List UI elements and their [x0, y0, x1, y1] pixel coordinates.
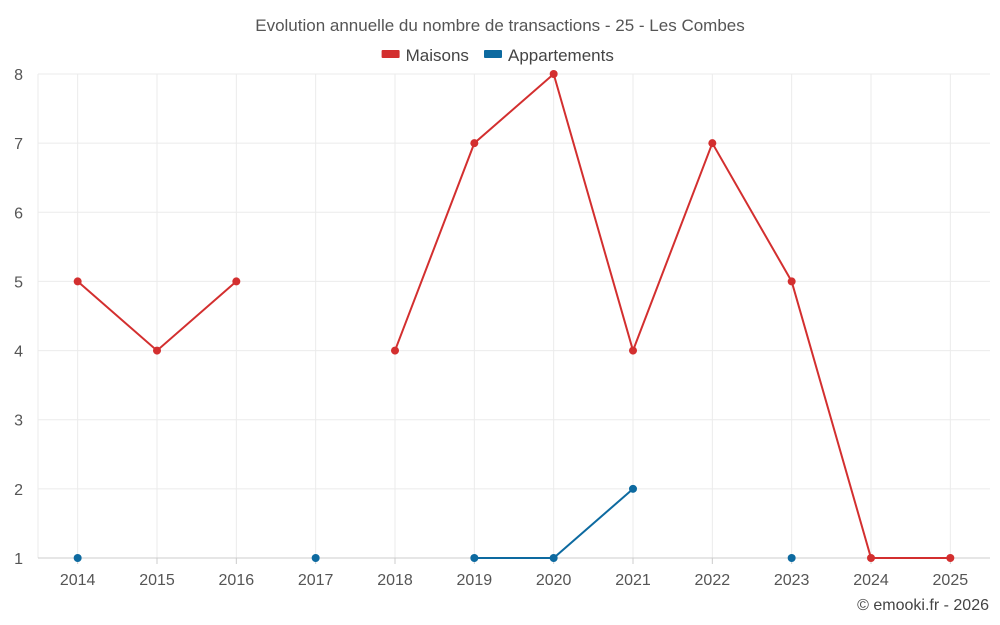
y-tick-label: 8: [14, 67, 23, 84]
legend-item-appartements[interactable]: Appartements: [484, 46, 614, 65]
data-point-maisons[interactable]: [153, 346, 161, 355]
y-tick-label: 4: [14, 344, 23, 361]
legend-swatch: [484, 50, 502, 58]
x-tick-label: 2024: [853, 572, 889, 589]
data-point-maisons[interactable]: [391, 346, 399, 355]
data-point-maisons[interactable]: [470, 139, 479, 148]
y-tick-label: 2: [14, 482, 23, 499]
legend-item-maisons[interactable]: Maisons: [381, 46, 469, 65]
data-point-appartements[interactable]: [470, 554, 479, 562]
x-tick-label: 2016: [219, 572, 255, 589]
data-point-maisons[interactable]: [787, 277, 796, 286]
legend-swatch: [381, 50, 400, 58]
x-tick-label: 2023: [774, 572, 810, 589]
data-point-appartements[interactable]: [73, 554, 82, 562]
chart-title: Evolution annuelle du nombre de transact…: [255, 16, 745, 35]
legend-label: Maisons: [406, 46, 469, 65]
x-tick-label: 2020: [536, 572, 572, 589]
y-tick-label: 6: [14, 205, 23, 222]
data-point-maisons[interactable]: [232, 277, 241, 286]
data-point-appartements[interactable]: [311, 554, 320, 562]
x-tick-label: 2015: [139, 572, 175, 589]
x-axis-ticks: 2014 2015 2016 2017 2018 2019 2020 2021 2022 2023…: [60, 558, 968, 589]
y-tick-label: 3: [14, 413, 23, 430]
y-tick-label: 7: [14, 136, 23, 153]
x-tick-label: 2014: [60, 572, 96, 589]
data-point-appartements[interactable]: [629, 484, 637, 493]
x-tick-label: 2018: [377, 572, 413, 589]
data-point-maisons[interactable]: [549, 70, 558, 78]
y-axis-ticks: 1 2 3 4 5 6 7 8: [14, 67, 23, 568]
y-tick-label: 5: [14, 274, 23, 291]
data-point-maisons[interactable]: [629, 346, 637, 355]
legend: Maisons Appartements: [381, 46, 614, 65]
series-appartements: [73, 484, 796, 562]
x-tick-label: 2019: [457, 572, 493, 589]
credit-text: © emooki.fr - 2026: [857, 597, 989, 614]
series-maisons: [73, 70, 955, 562]
y-tick-label: 1: [14, 551, 23, 568]
legend-label: Appartements: [508, 46, 614, 65]
x-tick-label: 2025: [933, 572, 969, 589]
series-line-maisons: [394, 72, 951, 559]
x-tick-label: 2017: [298, 572, 334, 589]
data-point-appartements[interactable]: [549, 554, 558, 562]
data-point-maisons[interactable]: [708, 139, 717, 148]
x-tick-label: 2021: [615, 572, 651, 589]
series-layer: [73, 70, 955, 562]
data-point-maisons[interactable]: [946, 554, 955, 562]
data-point-maisons[interactable]: [73, 277, 82, 286]
gridlines: [37, 73, 990, 559]
data-point-maisons[interactable]: [867, 554, 875, 562]
x-tick-label: 2022: [695, 572, 731, 589]
data-point-appartements[interactable]: [787, 554, 796, 562]
